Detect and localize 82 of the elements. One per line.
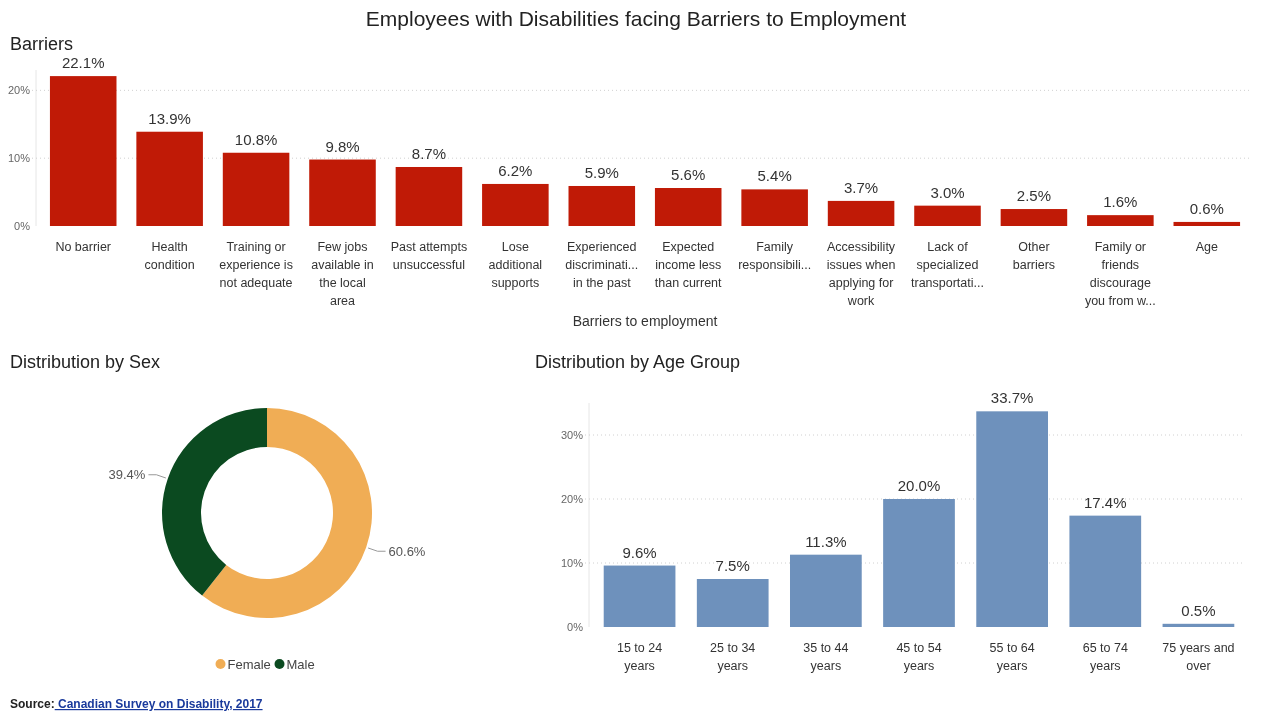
x-tick-label: Health condition — [144, 240, 195, 272]
y-tick-label: 10% — [560, 556, 584, 569]
y-tick-label: 10% — [7, 152, 31, 165]
legend-label: Female — [227, 656, 271, 672]
bar — [790, 554, 862, 627]
donut-slice — [162, 408, 267, 596]
x-tick-label: 55 to 64 years — [989, 641, 1035, 673]
bar — [976, 411, 1048, 627]
data-label: 9.6% — [622, 543, 657, 561]
legend-label: Male — [286, 656, 315, 672]
data-label: 39.4% — [108, 467, 146, 483]
data-label: 3.0% — [930, 183, 965, 201]
data-label: 5.6% — [671, 166, 706, 184]
data-label: 7.5% — [715, 557, 750, 574]
data-label: 10.8% — [234, 130, 278, 148]
bar — [741, 189, 808, 226]
x-tick-label: Family or friends discourage you from w... — [1084, 240, 1156, 308]
data-label: 8.7% — [411, 144, 447, 162]
bar — [136, 131, 203, 226]
donut-slice — [202, 408, 372, 618]
data-label: 60.6% — [388, 543, 426, 559]
data-label: 11.3% — [805, 532, 847, 550]
x-tick-label: Training or experience is not adequate — [219, 240, 293, 290]
chart-subtitle: Barriers — [10, 34, 74, 54]
bar — [827, 200, 895, 226]
data-label: 33.7% — [990, 389, 1034, 407]
data-label: 3.7% — [843, 178, 879, 196]
bar — [603, 565, 676, 627]
x-tick-label: 15 to 24 years — [616, 641, 663, 673]
data-label: 20.0% — [897, 477, 941, 494]
bar — [222, 152, 290, 226]
bar — [696, 579, 769, 627]
chart-title: Distribution by Sex — [10, 352, 161, 372]
x-tick-label: 45 to 54 years — [896, 641, 942, 673]
chart-title: Employees with Disabilities facing Barriers to Employment — [365, 7, 907, 30]
bar — [568, 185, 636, 226]
y-tick-label: 20% — [7, 84, 31, 97]
x-axis-title: Barriers to employment — [572, 313, 718, 329]
x-tick-label: Past attempts unsuccessful — [390, 240, 468, 272]
x-tick-label: 65 to 74 years — [1082, 641, 1128, 673]
y-tick-label: 20% — [560, 492, 584, 505]
data-label: 1.6% — [1103, 193, 1138, 211]
data-label: 0.5% — [1181, 601, 1216, 619]
bar — [1162, 623, 1235, 627]
bar — [482, 183, 549, 226]
x-tick-label: Family responsibili... — [738, 240, 812, 272]
bar — [654, 188, 722, 226]
x-tick-label: 75 years and over — [1162, 641, 1235, 673]
chart-title: Distribution by Age Group — [535, 352, 741, 372]
x-tick-label: Few jobs available in the local area — [311, 240, 374, 308]
bar — [1000, 209, 1068, 226]
data-label: 22.1% — [61, 54, 105, 72]
bar — [309, 159, 376, 226]
x-tick-label: Lose additional supports — [488, 240, 543, 290]
x-tick-label: Other barriers — [1012, 240, 1056, 272]
bar — [49, 76, 117, 226]
data-label: 2.5% — [1016, 187, 1052, 205]
y-tick-label: 0% — [14, 219, 31, 232]
x-tick-label: Accessibility issues when applying for work — [826, 240, 896, 308]
bar — [883, 499, 955, 627]
x-tick-label: Experienced discriminati... in the past — [565, 240, 639, 290]
data-label: 0.6% — [1189, 199, 1224, 217]
x-tick-label: Age — [1195, 240, 1218, 254]
bar — [395, 166, 463, 226]
x-tick-label: 35 to 44 years — [803, 641, 849, 673]
bar — [1173, 221, 1241, 226]
data-label: 5.4% — [757, 167, 792, 185]
x-tick-label: No barrier — [55, 240, 111, 254]
data-label: 6.2% — [498, 161, 533, 179]
data-label: 13.9% — [148, 109, 191, 127]
data-label: 5.9% — [584, 163, 619, 181]
data-label: 9.8% — [325, 137, 360, 155]
y-tick-label: 0% — [567, 620, 584, 633]
x-tick-label: Expected income less than current — [654, 240, 723, 290]
source-note: Source: Canadian Survey on Disability, 2017 — [10, 697, 263, 711]
x-tick-label: 25 to 34 years — [710, 641, 756, 673]
data-label: 17.4% — [1084, 493, 1127, 511]
bar — [914, 205, 981, 226]
bar — [1087, 215, 1154, 226]
bar — [1069, 515, 1142, 627]
x-tick-label: Lack of specialized transportati... — [911, 240, 984, 290]
y-tick-label: 30% — [560, 428, 584, 441]
